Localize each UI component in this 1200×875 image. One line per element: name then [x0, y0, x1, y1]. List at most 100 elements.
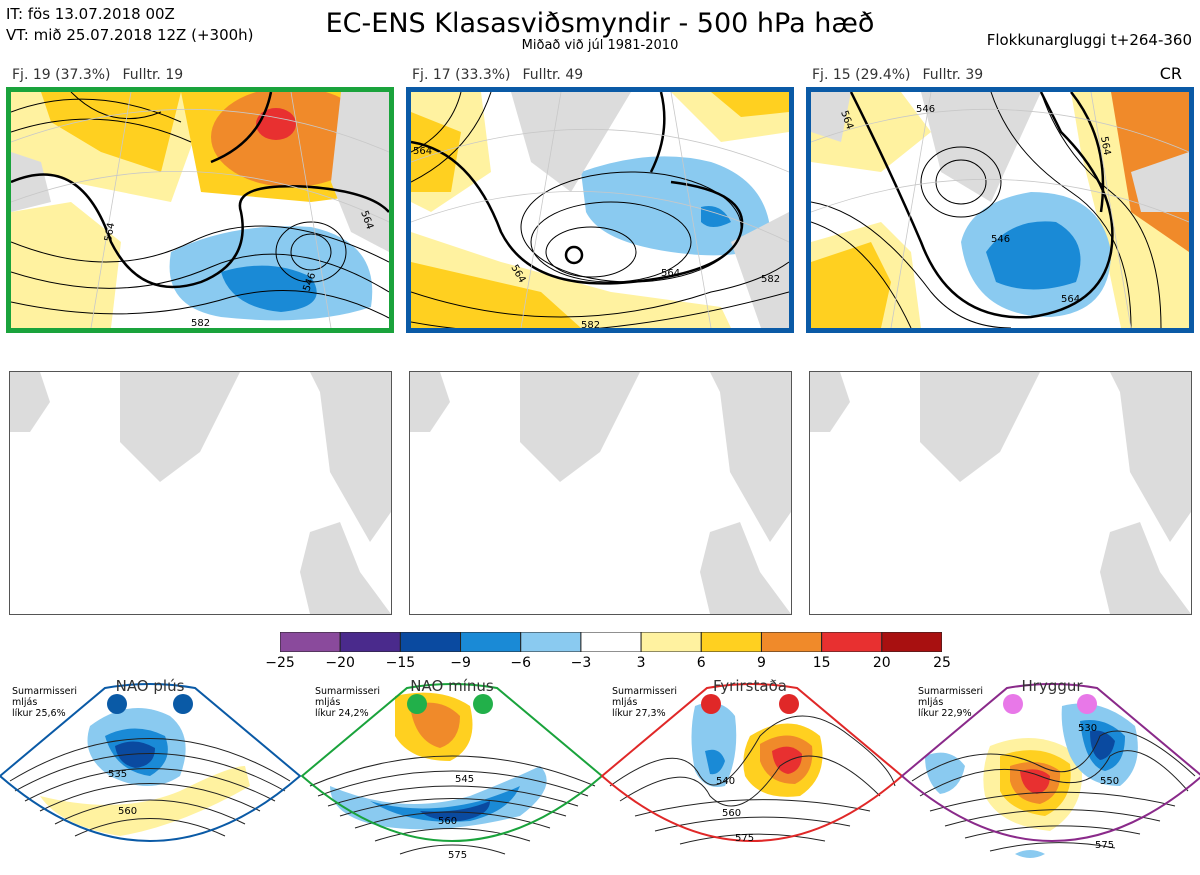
regime-nao-plus-dot-right [173, 694, 193, 714]
regime-nao-minus-contour-label: 560 [438, 816, 457, 827]
colorbar-swatch [580, 631, 642, 653]
cluster-3-contour-label: 564 [1061, 294, 1080, 305]
cluster-3-share: Fj. 15 (29.4%) [812, 67, 911, 83]
regime-nao-plus-contour-label: 535 [108, 769, 127, 780]
regime-nao-plus-info: Sumarmisseri mljás líkur 25,6% [12, 686, 77, 719]
regime-ridge-info: Sumarmisseri mljás líkur 22,9% [918, 686, 983, 719]
regime-blocking-map: 540 560 575 [600, 683, 904, 845]
classification-window: Flokkunargluggi t+264-360 [986, 31, 1192, 49]
regime-ridge-season: Sumarmisseri [918, 686, 984, 697]
initial-time: IT: fös 13.07.2018 00Z [6, 5, 175, 23]
empty-map-3 [809, 371, 1192, 615]
colorbar-swatch [640, 631, 702, 653]
cluster-3-contour-label: 564 [1098, 136, 1112, 157]
regime-nao-minus-dot-left [407, 694, 427, 714]
cluster-3-contour-label: 546 [991, 234, 1010, 245]
colorbar-swatch [460, 631, 522, 653]
regime-nao-minus-prob: líkur 24,2% [315, 708, 369, 719]
colorbar-swatch [700, 631, 762, 653]
colorbar-swatch [821, 631, 883, 653]
cluster-1-contour-label: 564 [103, 222, 117, 243]
cluster-2-contour-label: 582 [761, 274, 780, 285]
regime-ridge-dot-right [1077, 694, 1097, 714]
colorbar-swatch [881, 631, 943, 653]
cluster-2-map: 564 564 582 564 582 [406, 87, 794, 333]
regime-nao-plus-mean: mljás [12, 697, 38, 708]
regime-blocking-info: Sumarmisseri mljás líkur 27,3% [612, 686, 677, 719]
regime-nao-minus-contour-label: 575 [448, 850, 467, 861]
cr-label: CR [1159, 64, 1182, 83]
colorbar-swatches [279, 631, 943, 653]
regime-blocking-contour-label: 540 [716, 776, 735, 787]
colorbar-swatch [399, 631, 462, 653]
regime-nao-plus-map: 535 560 [0, 683, 302, 842]
colorbar [279, 631, 943, 653]
cluster-1-rep: Fulltr. 19 [122, 67, 184, 83]
page-subtitle: Miðað við júl 1981-2010 [521, 38, 679, 53]
cluster-2-rep: Fulltr. 49 [522, 67, 584, 83]
regime-ridge-contour-label: 575 [1095, 840, 1114, 851]
colorbar-swatch [279, 631, 341, 653]
regime-nao-plus-title: NAO plús [115, 677, 185, 695]
regime-nao-plus-dot-left [107, 694, 127, 714]
cluster-2-share: Fj. 17 (33.3%) [412, 67, 511, 83]
page-title: EC-ENS Klasasviðsmyndir - 500 hPa hæð [325, 8, 875, 39]
regime-nao-minus-contour-label: 545 [455, 774, 474, 785]
cluster-2-contour-label: 582 [581, 320, 600, 328]
regime-blocking-prob: líkur 27,3% [612, 708, 666, 719]
valid-time: VT: mið 25.07.2018 12Z (+300h) [6, 26, 254, 44]
header-info: IT: fös 13.07.2018 00Z VT: mið 25.07.201… [6, 4, 254, 46]
regime-nao-plus-contour-label: 560 [118, 806, 137, 817]
cluster-2-contour-label: 564 [661, 268, 680, 279]
regime-ridge-prob: líkur 22,9% [918, 708, 972, 719]
colorbar-tick-label: −15 [385, 655, 416, 671]
colorbar-swatch [339, 631, 401, 653]
regime-ridge-contour-label: 530 [1078, 723, 1097, 734]
colorbar-tick-label: −25 [265, 655, 295, 671]
regime-blocking-season: Sumarmisseri [612, 686, 678, 697]
colorbar-tick-label: 9 [756, 655, 766, 671]
colorbar-tick-label: −6 [510, 655, 532, 671]
regime-nao-minus-season: Sumarmisseri [315, 686, 381, 697]
regime-row: 535 560 545 560 575 [0, 676, 1200, 871]
colorbar-tick-label: −9 [450, 655, 471, 671]
regime-nao-minus-info: Sumarmisseri mljás líkur 24,2% [315, 686, 380, 719]
colorbar-tick-label: 3 [636, 655, 646, 671]
colorbar-tick-label: 25 [933, 655, 951, 671]
regime-ridge-dot-left [1003, 694, 1023, 714]
empty-map-2 [409, 371, 792, 615]
colorbar-tick-label: 20 [872, 655, 891, 671]
regime-ridge-title: Hryggur [1021, 677, 1083, 695]
colorbar-tick-label: −20 [325, 655, 355, 671]
colorbar-tick-label: 15 [812, 655, 831, 671]
regime-ridge-mean: mljás [918, 697, 944, 708]
cluster-1-map: 564 546 582 564 [6, 87, 394, 333]
regime-blocking-dot-right [779, 694, 799, 714]
colorbar-tick-label: −3 [570, 655, 592, 671]
regime-nao-plus-season: Sumarmisseri [12, 686, 78, 697]
regime-blocking-contour-label: 575 [735, 833, 754, 844]
cluster-2-contour-label: 564 [413, 146, 432, 157]
cluster-3-rep: Fulltr. 39 [922, 67, 984, 83]
cluster-3-label: Fj. 15 (29.4%) Fulltr. 39 [812, 67, 995, 83]
regime-blocking-dot-left [701, 694, 721, 714]
regime-ridge-contour-label: 550 [1100, 776, 1119, 787]
cluster-1-share: Fj. 19 (37.3%) [12, 67, 111, 83]
cluster-1-contour-label: 582 [191, 318, 210, 328]
regime-blocking-mean: mljás [612, 697, 638, 708]
colorbar-tick-label: 6 [696, 655, 706, 671]
cluster-3-contour-label: 546 [916, 104, 935, 115]
regime-nao-minus-title: NAO mínus [410, 677, 494, 695]
regime-blocking-contour-label: 560 [722, 808, 741, 819]
colorbar-swatch [520, 631, 582, 653]
cluster-1-label: Fj. 19 (37.3%) Fulltr. 19 [12, 67, 195, 83]
regime-nao-plus-prob: líkur 25,6% [12, 708, 66, 719]
regime-nao-minus-mean: mljás [315, 697, 341, 708]
regime-blocking-title: Fyrirstaða [713, 677, 787, 695]
empty-map-1 [9, 371, 392, 615]
regime-nao-minus-dot-right [473, 694, 493, 714]
regime-ridge-map: 530 550 575 [900, 683, 1200, 858]
cluster-2-label: Fj. 17 (33.3%) Fulltr. 49 [412, 67, 595, 83]
cluster-3-map: 564 546 546 564 564 [806, 87, 1194, 333]
colorbar-swatch [760, 631, 823, 653]
